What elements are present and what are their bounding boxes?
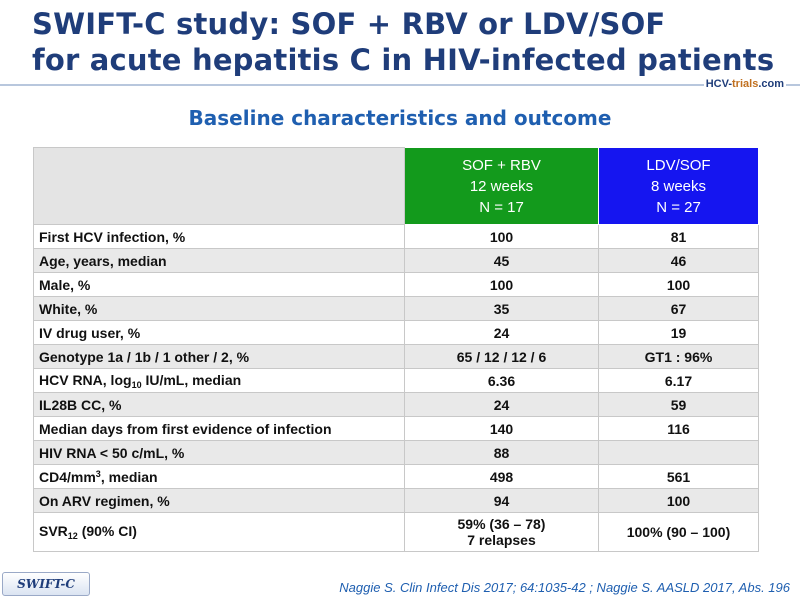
sof-header-line2: 12 weeks bbox=[469, 177, 534, 195]
sof-header-line1: SOF + RBV bbox=[462, 156, 541, 174]
row-label: HIV RNA < 50 c/mL, % bbox=[33, 440, 405, 465]
row-label-text-suffix: , median bbox=[100, 468, 158, 485]
table-row: IV drug user, % 24 19 bbox=[33, 320, 759, 345]
table-row: Male, % 100 100 bbox=[33, 272, 759, 297]
row-label-subscript: 12 bbox=[67, 531, 78, 541]
row-label: IL28B CC, % bbox=[33, 392, 405, 417]
row-sof-value: 45 bbox=[404, 248, 599, 273]
header-sof-rbv: SOF + RBV 12 weeks N = 17 bbox=[404, 147, 599, 225]
row-ldv-value: 116 bbox=[598, 416, 759, 441]
row-ldv-value: 67 bbox=[598, 296, 759, 321]
reference-citation: Naggie S. Clin Infect Dis 2017; 64:1035-… bbox=[339, 580, 790, 595]
table-subtitle: Baseline characteristics and outcome bbox=[188, 106, 612, 130]
table-row: SVR12 (90% CI) 59% (36 – 78) 7 relapses … bbox=[33, 512, 759, 552]
row-label: CD4/mm3, median bbox=[33, 464, 405, 489]
row-ldv-value: 100% (90 – 100) bbox=[598, 512, 759, 552]
table-row: First HCV infection, % 100 81 bbox=[33, 224, 759, 249]
row-label-text-suffix: (90% CI) bbox=[77, 523, 137, 539]
row-label: Genotype 1a / 1b / 1 other / 2, % bbox=[33, 344, 405, 369]
row-sof-value: 94 bbox=[404, 488, 599, 513]
row-label: Age, years, median bbox=[33, 248, 405, 273]
table-row: CD4/mm3, median 498 561 bbox=[33, 464, 759, 489]
sof-header-line3: N = 17 bbox=[479, 198, 524, 216]
title-line-2: for acute hepatitis C in HIV-infected pa… bbox=[32, 43, 775, 77]
row-label: On ARV regimen, % bbox=[33, 488, 405, 513]
table-row: Median days from first evidence of infec… bbox=[33, 416, 759, 441]
row-label: White, % bbox=[33, 296, 405, 321]
study-tag: SWIFT-C bbox=[2, 572, 90, 596]
logo-text-accent: trials bbox=[732, 78, 759, 90]
row-sof-value: 65 / 12 / 12 / 6 bbox=[404, 344, 599, 369]
row-ldv-value: 561 bbox=[598, 464, 759, 489]
table-row: Age, years, median 45 46 bbox=[33, 248, 759, 273]
table-row: HCV RNA, log10 IU/mL, median 6.36 6.17 bbox=[33, 368, 759, 393]
row-label: HCV RNA, log10 IU/mL, median bbox=[33, 368, 405, 393]
row-sof-value: 24 bbox=[404, 320, 599, 345]
table-row: IL28B CC, % 24 59 bbox=[33, 392, 759, 417]
row-label-superscript: 3 bbox=[95, 468, 101, 479]
row-ldv-value: 81 bbox=[598, 224, 759, 249]
header-blank-cell bbox=[33, 147, 405, 225]
slide-title: SWIFT-C study: SOF + RBV or LDV/SOF for … bbox=[32, 6, 792, 78]
row-sof-value: 35 bbox=[404, 296, 599, 321]
row-label: IV drug user, % bbox=[33, 320, 405, 345]
row-label: Median days from first evidence of infec… bbox=[33, 416, 405, 441]
row-ldv-value: 100 bbox=[598, 272, 759, 297]
row-label-text: CD4/mm bbox=[39, 468, 96, 485]
logo-text-post: .com bbox=[758, 78, 784, 90]
header-ldv-sof: LDV/SOF 8 weeks N = 27 bbox=[598, 147, 759, 225]
row-sof-value: 498 bbox=[404, 464, 599, 489]
row-ldv-value: 46 bbox=[598, 248, 759, 273]
row-ldv-value: 100 bbox=[598, 488, 759, 513]
table-row: White, % 35 67 bbox=[33, 296, 759, 321]
row-sof-value: 24 bbox=[404, 392, 599, 417]
row-sof-value: 59% (36 – 78) 7 relapses bbox=[404, 512, 599, 552]
svr-sof-relapses: 7 relapses bbox=[467, 532, 536, 548]
row-ldv-value: 19 bbox=[598, 320, 759, 345]
row-label: SVR12 (90% CI) bbox=[33, 512, 405, 552]
hcv-trials-logo: HCV-trials.com bbox=[703, 78, 786, 90]
row-label: Male, % bbox=[33, 272, 405, 297]
table-row: HIV RNA < 50 c/mL, % 88 bbox=[33, 440, 759, 465]
row-ldv-value: 6.17 bbox=[598, 368, 759, 393]
row-label-text-suffix: IU/mL, median bbox=[141, 371, 242, 388]
row-label-text: HCV RNA, log bbox=[39, 371, 132, 388]
logo-text-pre: HCV- bbox=[705, 78, 733, 90]
row-sof-value: 100 bbox=[404, 272, 599, 297]
table-header-row: SOF + RBV 12 weeks N = 17 LDV/SOF 8 week… bbox=[33, 147, 759, 225]
ldv-header-line1: LDV/SOF bbox=[646, 156, 711, 174]
row-sof-value: 140 bbox=[404, 416, 599, 441]
row-ldv-value: 59 bbox=[598, 392, 759, 417]
row-sof-value: 100 bbox=[404, 224, 599, 249]
row-label: First HCV infection, % bbox=[33, 224, 405, 249]
baseline-table: SOF + RBV 12 weeks N = 17 LDV/SOF 8 week… bbox=[33, 147, 759, 552]
row-label-subscript: 10 bbox=[131, 379, 142, 390]
ldv-header-line3: N = 27 bbox=[656, 198, 701, 216]
row-sof-value: 88 bbox=[404, 440, 599, 465]
row-sof-value: 6.36 bbox=[404, 368, 599, 393]
svr-sof-ci: 59% (36 – 78) bbox=[457, 516, 546, 532]
table-row: On ARV regimen, % 94 100 bbox=[33, 488, 759, 513]
title-line-1: SWIFT-C study: SOF + RBV or LDV/SOF bbox=[32, 7, 666, 41]
table-row: Genotype 1a / 1b / 1 other / 2, % 65 / 1… bbox=[33, 344, 759, 369]
title-divider bbox=[0, 84, 800, 86]
row-ldv-value: GT1 : 96% bbox=[598, 344, 759, 369]
row-label-text: SVR bbox=[39, 523, 68, 539]
ldv-header-line2: 8 weeks bbox=[650, 177, 707, 195]
row-ldv-value bbox=[598, 440, 759, 465]
